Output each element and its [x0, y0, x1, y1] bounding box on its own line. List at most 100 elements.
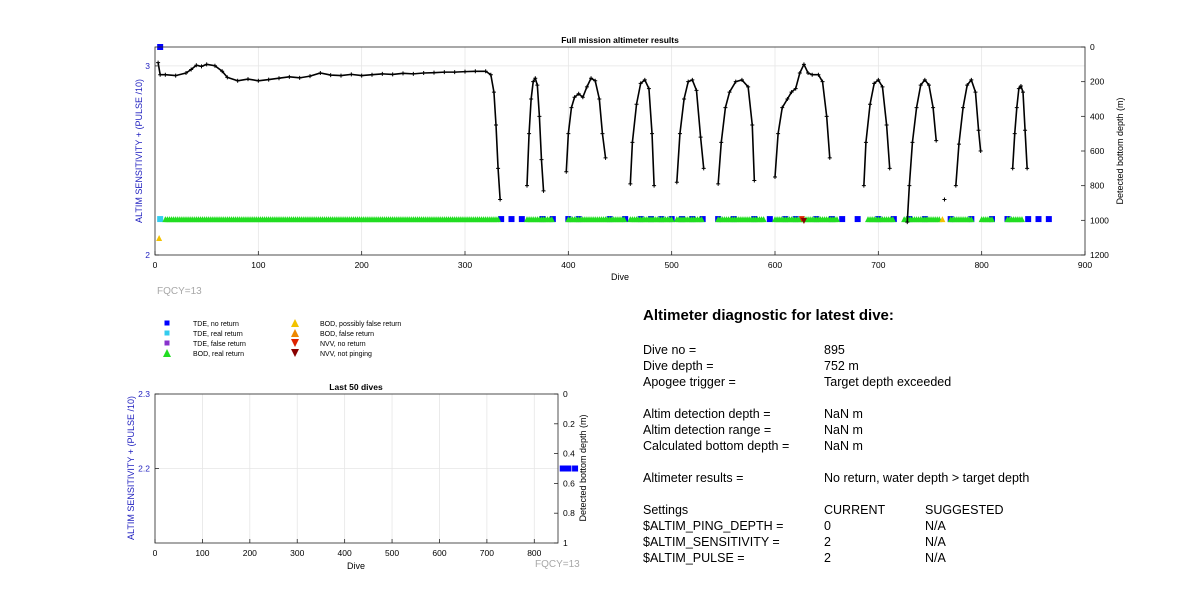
depth-point: [529, 97, 534, 101]
depth-point: [914, 105, 919, 110]
depth-point: [861, 183, 866, 188]
legend-label: BOD, possibly false return: [320, 321, 401, 328]
y-tick-label-left: 3: [145, 61, 150, 71]
depth-point: [173, 73, 178, 78]
depth-point: [589, 76, 594, 81]
depth-point: [750, 123, 755, 127]
depth-point: [926, 83, 931, 88]
legend-label: TDE, false return: [193, 341, 246, 348]
calc-depth-row: Calculated bottom depth = NaN m: [643, 438, 1163, 454]
settings-header-row: Settings CURRENT SUGGESTED: [643, 502, 1163, 518]
depth-point: [498, 197, 503, 202]
dive-no-label: Dive no =: [643, 343, 697, 357]
depth-point: [961, 105, 966, 110]
y-tick-label-left: 2.3: [138, 389, 150, 399]
depth-point: [942, 197, 947, 202]
x-tick-label: 500: [665, 260, 679, 270]
depth-point: [969, 77, 974, 82]
depth-point: [390, 72, 395, 77]
marker-point: [668, 216, 675, 223]
depth-point: [496, 166, 501, 171]
depth-point: [827, 155, 832, 160]
series-bod-real-return: [162, 216, 1025, 223]
depth-point: [1012, 131, 1017, 136]
depth-point: [328, 73, 333, 78]
depth-point: [494, 123, 498, 127]
depth-point: [537, 114, 542, 119]
marker-point: [1025, 216, 1032, 223]
setting-name: $ALTIM_SENSITIVITY =: [643, 535, 780, 549]
y-tick-label-right: 0.6: [563, 478, 575, 488]
depth-point: [488, 72, 493, 77]
legend-item: BOD, real return: [163, 349, 244, 358]
x-tick-label: 600: [768, 260, 782, 270]
calc-depth-label: Calculated bottom depth =: [643, 439, 790, 453]
marker-point: [156, 234, 163, 241]
depth-point: [733, 79, 738, 84]
legend-item: NVV, no return: [291, 339, 366, 348]
depth-point: [650, 131, 655, 136]
depth-point: [887, 166, 892, 171]
depth-point: [646, 86, 651, 91]
legend-label: NVV, not pinging: [320, 351, 372, 358]
marker-point: [1035, 216, 1042, 223]
depth-point: [922, 77, 927, 82]
depth-point: [297, 75, 302, 80]
depth-point: [527, 131, 532, 136]
depth-point: [698, 135, 703, 140]
depth-point: [491, 90, 496, 95]
depth-point: [318, 71, 323, 75]
legend-item: BOD, possibly false return: [291, 319, 401, 328]
depth-point: [593, 78, 598, 83]
depth-point: [824, 114, 829, 119]
results-label: Altimeter results =: [643, 471, 744, 485]
calc-depth-value: NaN m: [824, 439, 863, 453]
depth-point: [539, 157, 544, 162]
depth-point: [780, 105, 785, 110]
depth-point: [816, 72, 821, 77]
diagnostic-panel: Altimeter diagnostic for latest dive: Di…: [643, 307, 1163, 566]
main-marks: [156, 44, 1052, 241]
depth-point: [256, 78, 261, 83]
diagnostic-heading: Altimeter diagnostic for latest dive:: [643, 307, 894, 324]
y-tick-label-right: 200: [1090, 77, 1104, 87]
depth-point: [973, 90, 978, 95]
marker-point: [518, 216, 525, 223]
last50-y-label-right: Detected bottom depth (m): [578, 414, 588, 521]
depth-point: [677, 131, 682, 136]
x-tick-label: 800: [527, 548, 541, 558]
depth-point: [359, 73, 364, 78]
settings-suggested-header: SUGGESTED: [925, 503, 1004, 517]
detect-depth-label: Altim detection depth =: [643, 407, 771, 421]
marker-point: [495, 216, 502, 223]
depth-point: [266, 77, 271, 82]
setting-row-sensitivity: $ALTIM_SENSITIVITY = 2 N/A: [643, 534, 1163, 550]
depth-point: [199, 64, 204, 69]
depth-point: [380, 71, 385, 76]
marker-point: [939, 216, 946, 223]
depth-point: [1021, 90, 1025, 95]
legend-marker: [291, 349, 299, 357]
y-tick-label-right: 1000: [1090, 215, 1109, 225]
marker-point: [548, 216, 555, 223]
depth-line: [863, 78, 891, 186]
results-value: No return, water depth > target depth: [824, 471, 1030, 485]
depth-point: [1018, 84, 1023, 88]
depth-point: [806, 71, 811, 75]
marker-point: [572, 465, 579, 472]
depth-point: [1014, 105, 1019, 110]
depth-point: [910, 140, 915, 145]
depth-point: [876, 77, 881, 82]
x-tick-label: 500: [385, 548, 399, 558]
x-tick-label: 600: [432, 548, 446, 558]
main-y-ticks-right: 0 200 400 600 800 1000 1200: [1081, 42, 1109, 260]
legend-marker: [291, 339, 299, 347]
depth-point: [189, 67, 194, 72]
depth-point: [880, 84, 885, 89]
x-tick-label: 300: [290, 548, 304, 558]
depth-point: [584, 84, 589, 89]
depth-point: [965, 83, 970, 88]
depth-point: [918, 83, 923, 88]
last50-y-ticks-right: 0 0.2 0.4 0.6 0.8 1: [554, 389, 575, 548]
